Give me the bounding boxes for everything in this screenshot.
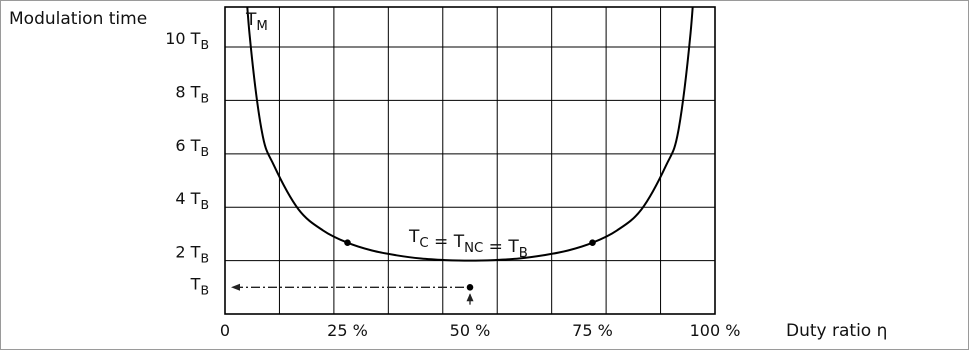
y-tick-label: 2 TB <box>175 243 209 266</box>
annotation-layer: TC = TNC = TB <box>231 227 596 305</box>
grid <box>224 6 716 315</box>
curve-layer <box>246 7 694 262</box>
data-point <box>466 284 474 291</box>
x-tick-label: 25 % <box>327 321 368 340</box>
curve-label: TM <box>245 10 268 34</box>
modulation-time-curve <box>246 7 694 262</box>
y-tick-label: TB <box>190 274 209 297</box>
plot-border <box>224 6 716 315</box>
y-tick-label: 10 TB <box>165 29 209 52</box>
equation-label: TC = TNC = TB <box>408 227 528 261</box>
x-tick-label: 100 % <box>690 321 741 340</box>
x-tick-label: 50 % <box>450 321 491 340</box>
arrowhead-up-icon <box>466 293 474 302</box>
data-point <box>589 239 596 247</box>
y-axis-label: Modulation time <box>9 9 147 29</box>
x-tick-label: 0 <box>220 321 230 340</box>
data-point <box>344 239 351 247</box>
axis-layer: Modulation time Duty ratio η 0 25 % 50 % 75 %… <box>9 9 887 341</box>
x-axis-label: Duty ratio η <box>786 321 887 341</box>
x-tick-label: 75 % <box>572 321 613 340</box>
y-tick-label: 8 TB <box>175 82 209 105</box>
y-tick-label: 6 TB <box>175 136 209 159</box>
arrowhead-left-icon <box>231 283 240 291</box>
y-tick-label: 4 TB <box>175 189 209 212</box>
